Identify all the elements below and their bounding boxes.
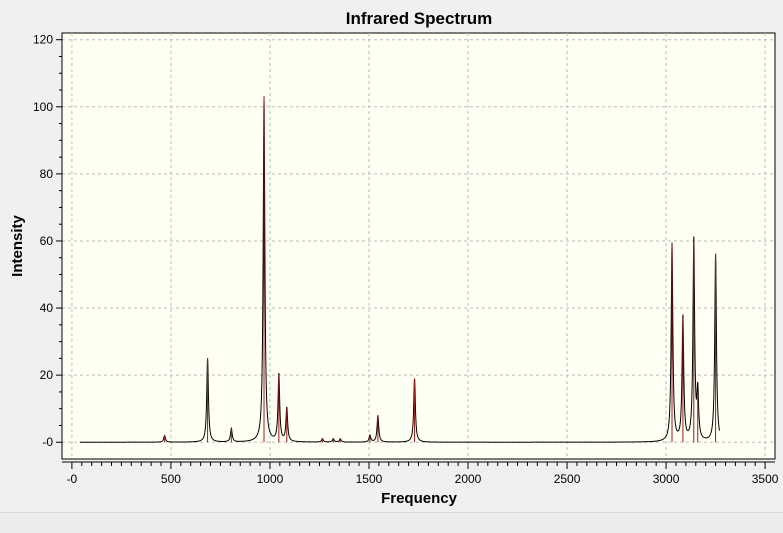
x-tick-label: 1500	[356, 472, 383, 486]
y-tick-label: 40	[40, 301, 54, 315]
x-axis: -0 500 1000 1500 2000 2500 3000 3500	[62, 461, 779, 486]
x-tick-label: 3000	[653, 472, 680, 486]
y-tick-label: 20	[40, 368, 54, 382]
plot-area	[61, 32, 776, 460]
x-tick-label: 2500	[554, 472, 581, 486]
x-tick-label: 3500	[752, 472, 779, 486]
spectrum-layer	[79, 96, 721, 443]
x-axis-label: Frequency	[381, 490, 458, 507]
window-bottom-bar	[0, 512, 783, 533]
chart-title: Infrared Spectrum	[346, 9, 492, 28]
y-tick-label: 120	[33, 33, 53, 47]
y-tick-label: 60	[40, 234, 54, 248]
y-axis-label: Intensity	[9, 215, 26, 277]
spectrum-line	[79, 96, 721, 443]
stick-layer	[164, 96, 717, 443]
x-tick-label: 1000	[257, 472, 284, 486]
grid-lines	[62, 33, 775, 459]
y-tick-label: 100	[33, 100, 53, 114]
y-tick-label: -0	[42, 435, 53, 449]
x-tick-label: 2000	[455, 472, 482, 486]
x-tick-label: -0	[67, 472, 78, 486]
x-tick-label: 500	[161, 472, 181, 486]
y-axis: -0 20 40 60 80 100 120	[33, 33, 63, 459]
y-tick-label: 80	[40, 167, 54, 181]
ir-spectrum-chart: Infrared Spectrum -0 20 40 60 80 100 120 -0 500…	[9, 9, 779, 507]
